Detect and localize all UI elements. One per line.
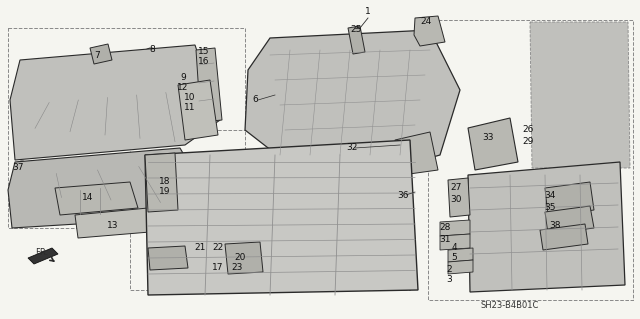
- Text: 26: 26: [522, 125, 534, 135]
- Text: 13: 13: [108, 220, 119, 229]
- Polygon shape: [448, 248, 473, 262]
- Polygon shape: [196, 48, 222, 122]
- Circle shape: [143, 48, 159, 64]
- Text: SH23-B4B01C: SH23-B4B01C: [481, 300, 539, 309]
- Polygon shape: [245, 30, 460, 172]
- Polygon shape: [10, 45, 220, 160]
- Polygon shape: [348, 26, 365, 54]
- Bar: [428, 20, 633, 300]
- Polygon shape: [440, 220, 470, 236]
- Text: 22: 22: [212, 243, 223, 253]
- Polygon shape: [225, 242, 263, 274]
- Bar: [8, 28, 245, 228]
- Polygon shape: [75, 208, 150, 238]
- Text: 29: 29: [522, 137, 534, 146]
- Polygon shape: [468, 162, 625, 292]
- Text: 37: 37: [12, 164, 24, 173]
- Text: 33: 33: [483, 133, 493, 143]
- Text: 28: 28: [439, 224, 451, 233]
- Text: 32: 32: [346, 144, 358, 152]
- Text: 9: 9: [180, 73, 186, 83]
- Circle shape: [15, 161, 29, 175]
- Text: 4: 4: [451, 243, 457, 253]
- Text: 11: 11: [184, 103, 196, 113]
- Polygon shape: [545, 206, 594, 234]
- Polygon shape: [540, 224, 588, 250]
- Polygon shape: [530, 22, 630, 168]
- Polygon shape: [148, 246, 188, 270]
- Polygon shape: [145, 153, 178, 212]
- Polygon shape: [145, 140, 418, 295]
- Polygon shape: [468, 118, 518, 170]
- Text: 21: 21: [195, 243, 205, 253]
- Text: 17: 17: [212, 263, 224, 272]
- Text: 18: 18: [159, 177, 171, 187]
- Text: 34: 34: [544, 190, 556, 199]
- Polygon shape: [440, 234, 470, 250]
- Text: 38: 38: [549, 220, 561, 229]
- Text: 25: 25: [350, 26, 362, 34]
- Bar: [130, 130, 410, 290]
- Text: 24: 24: [420, 18, 431, 26]
- Text: 10: 10: [184, 93, 196, 102]
- Text: 35: 35: [544, 203, 556, 211]
- Text: 2: 2: [446, 265, 452, 275]
- Text: 36: 36: [397, 190, 409, 199]
- Polygon shape: [178, 80, 218, 140]
- Text: 5: 5: [451, 254, 457, 263]
- Text: 30: 30: [451, 196, 461, 204]
- Text: FR.: FR.: [35, 248, 54, 261]
- Text: 23: 23: [231, 263, 243, 272]
- Polygon shape: [545, 182, 594, 216]
- Text: 31: 31: [439, 235, 451, 244]
- Text: 19: 19: [159, 188, 171, 197]
- Polygon shape: [448, 260, 473, 274]
- Polygon shape: [90, 44, 112, 64]
- Text: 7: 7: [94, 50, 100, 60]
- Text: 1: 1: [365, 8, 371, 17]
- Circle shape: [94, 51, 104, 61]
- Circle shape: [147, 52, 155, 60]
- Text: 16: 16: [198, 57, 210, 66]
- Polygon shape: [55, 182, 138, 215]
- Polygon shape: [28, 248, 58, 264]
- Text: 12: 12: [177, 84, 189, 93]
- Text: 20: 20: [234, 254, 246, 263]
- Circle shape: [19, 165, 26, 172]
- Text: 27: 27: [451, 183, 461, 192]
- Text: 14: 14: [83, 194, 93, 203]
- Text: 3: 3: [446, 276, 452, 285]
- Text: 15: 15: [198, 48, 210, 56]
- Text: 6: 6: [252, 95, 258, 105]
- Polygon shape: [414, 16, 445, 46]
- Text: 8: 8: [149, 46, 155, 55]
- Polygon shape: [395, 132, 438, 175]
- Polygon shape: [8, 148, 210, 228]
- Polygon shape: [448, 178, 470, 217]
